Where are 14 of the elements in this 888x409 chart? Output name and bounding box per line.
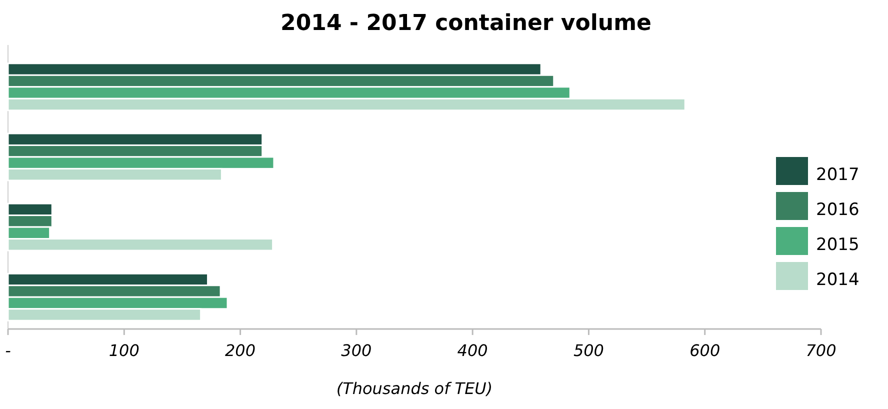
x-axis-title: (Thousands of TEU) — [336, 379, 493, 398]
legend-label: 2015 — [816, 235, 860, 255]
x-tick-label: 100 — [108, 341, 140, 360]
legend-label: 2017 — [816, 165, 860, 185]
x-tick-label: 700 — [806, 341, 836, 360]
legend-label: 2014 — [816, 270, 860, 290]
legend-label: 2016 — [816, 200, 860, 220]
chart-title: 2014 - 2017 container volume — [280, 11, 652, 36]
x-tick-label: 600 — [690, 341, 720, 360]
x-tick-label: - — [5, 341, 12, 360]
x-tick-label: 300 — [341, 341, 372, 360]
x-tick-label: 400 — [457, 341, 488, 360]
x-tick-label: 200 — [225, 341, 256, 360]
x-tick-label: 500 — [573, 341, 604, 360]
